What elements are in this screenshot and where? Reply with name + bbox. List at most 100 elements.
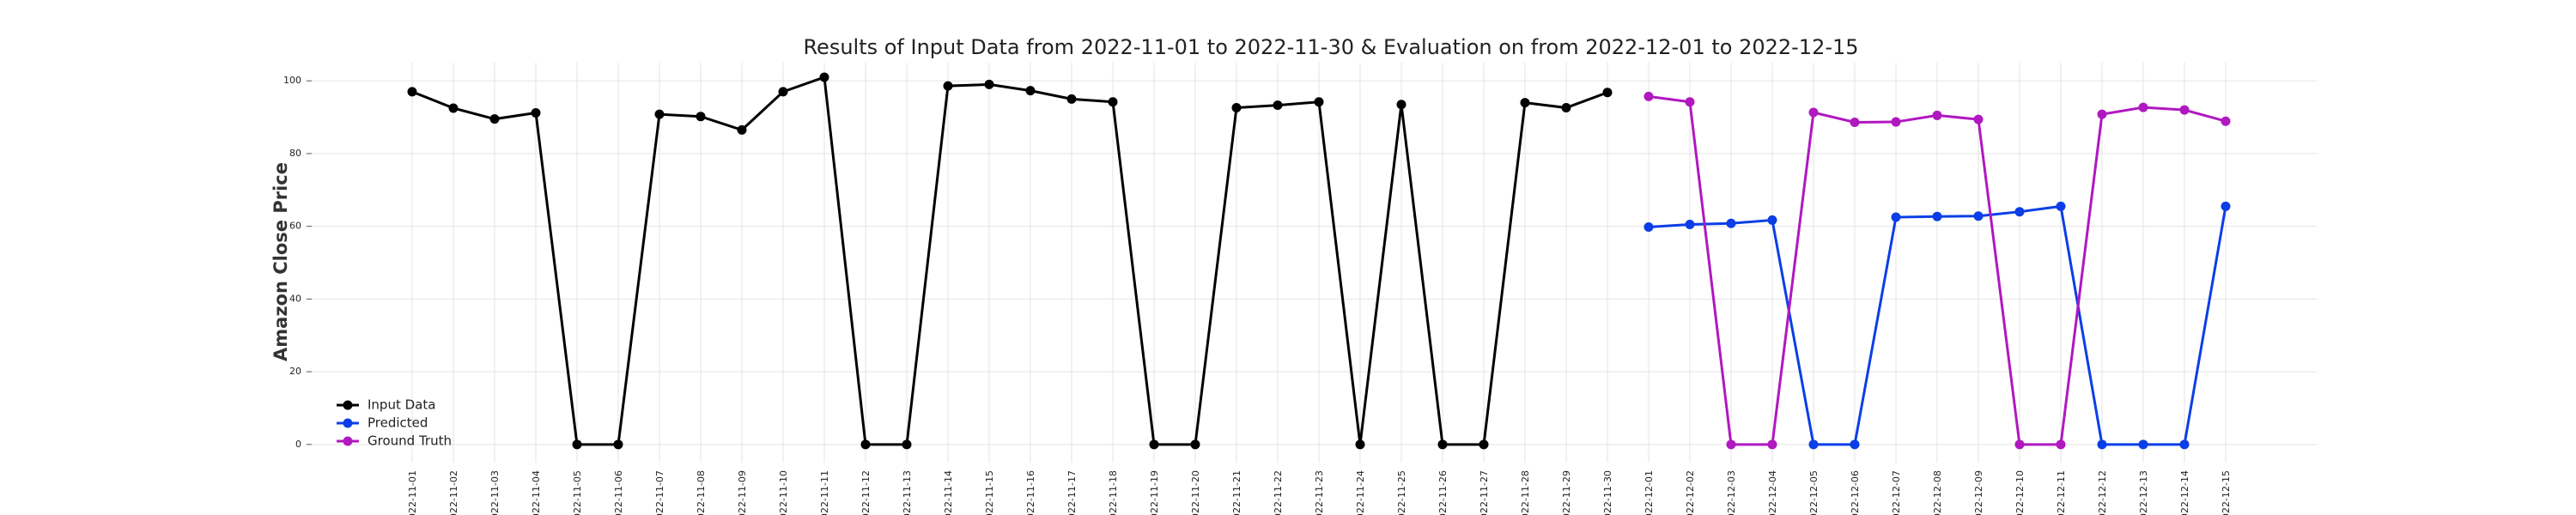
x-tick-label: 2022-11-16 [1025,470,1036,515]
x-tick-label: 2022-12-13 [2138,470,2149,515]
point [2179,105,2190,115]
point [448,103,459,113]
x-tick-label: 2022-11-22 [1273,470,1284,515]
x-tick-label: 2022-11-29 [1561,470,1572,515]
x-tick-label: 2022-11-10 [778,470,789,515]
point [737,124,747,135]
y-tick-label: 20 [289,366,301,377]
point [1932,211,1942,221]
x-tick-label: 2022-11-17 [1066,470,1078,515]
point [902,439,912,450]
x-tick-label: 2022-12-15 [2221,470,2232,515]
point [1973,211,1984,221]
y-tick-label: 60 [289,221,301,232]
x-tick-label: 2022-11-26 [1437,470,1449,515]
point [2014,439,2025,450]
point [2097,439,2107,450]
x-tick-label: 2022-11-01 [407,470,418,515]
point [2221,116,2231,126]
point [572,439,582,450]
point [2056,439,2066,450]
x-tick-label: 2022-11-13 [902,470,913,515]
y-tick-label: 40 [289,293,301,304]
legend-marker [343,400,353,410]
point [489,114,500,124]
x-tick-label: 2022-12-04 [1767,470,1778,515]
point [1808,107,1819,118]
x-tick-label: 2022-11-04 [531,470,542,515]
x-tick-label: 2022-12-12 [2097,470,2108,515]
legend-marker [343,436,353,446]
x-tick-label: 2022-11-11 [819,470,830,515]
point [1602,88,1613,98]
point [1149,439,1159,450]
legend-label: Ground Truth [368,433,452,449]
point [1850,439,1860,450]
point [531,107,541,118]
x-tick-label: 2022-12-10 [2014,470,2026,515]
point [1355,439,1365,450]
x-tick-label: 2022-11-02 [448,470,459,515]
point [2056,201,2066,211]
point [407,87,417,97]
x-tick-label: 2022-12-14 [2179,470,2190,515]
y-tick-label: 100 [283,75,301,86]
x-tick-label: 2022-12-03 [1726,470,1737,515]
x-tick-label: 2022-12-07 [1891,470,1902,515]
point [778,87,788,97]
x-tick-label: 2022-11-18 [1108,470,1119,515]
x-tick-label: 2022-11-25 [1396,470,1407,515]
point [984,79,994,89]
point [1479,439,1489,450]
point [696,112,706,122]
point [1273,100,1283,111]
point [2179,439,2190,450]
point [2014,207,2025,217]
x-tick-label: 2022-12-01 [1643,470,1655,515]
x-tick-label: 2022-12-06 [1850,470,1861,515]
point [1643,221,1654,232]
x-tick-label: 2022-11-03 [489,470,501,515]
point [2097,109,2107,119]
series-line [411,75,1608,446]
point [1891,212,1901,222]
x-tick-label: 2022-11-27 [1479,470,1490,515]
x-tick-label: 2022-11-21 [1231,470,1242,515]
x-tick-label: 2022-11-12 [860,470,872,515]
chart-title: Results of Input Data from 2022-11-01 to… [803,35,1858,59]
x-tick-label: 2022-11-06 [613,470,624,515]
x-tick-label: 2022-12-08 [1932,470,1943,515]
point [654,109,665,119]
point [1685,220,1695,230]
point [1437,439,1448,450]
y-axis-label: Amazon Close Price [270,162,291,361]
point [1520,98,1530,108]
point [1767,439,1777,450]
legend-label: Input Data [368,397,435,413]
y-tick-label: 80 [289,148,301,159]
point [1066,94,1077,104]
point [1808,439,1819,450]
x-tick-label: 2022-12-09 [1973,470,1984,515]
x-tick-label: 2022-12-11 [2056,470,2067,515]
x-tick-label: 2022-11-20 [1190,470,1201,515]
legend-marker [343,418,353,428]
point [1932,110,1942,120]
point [1314,97,1324,107]
point [1561,103,1571,113]
point [613,439,623,450]
point [819,72,829,82]
point [1891,117,1901,127]
point [1850,117,1860,127]
x-tick-label: 2022-11-05 [572,470,583,515]
point [860,439,871,450]
point [2138,102,2148,112]
legend-label: Predicted [368,415,428,431]
point [943,81,953,91]
point [1025,86,1036,96]
point [1685,97,1695,107]
x-tick-label: 2022-11-07 [654,470,665,515]
x-tick-label: 2022-12-02 [1685,470,1696,515]
point [1726,439,1736,450]
